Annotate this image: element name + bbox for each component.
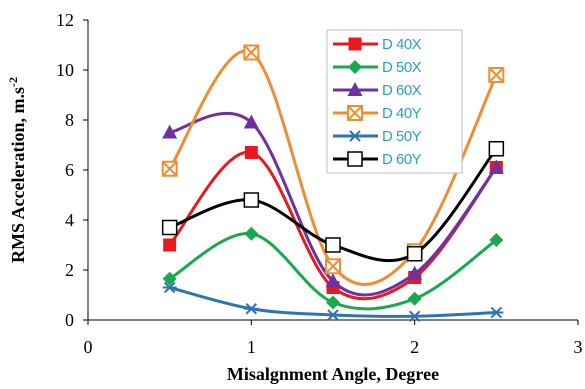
legend-swatch-marker bbox=[347, 105, 363, 121]
data-point bbox=[488, 159, 504, 174]
data-point bbox=[244, 226, 259, 241]
data-point bbox=[407, 310, 422, 322]
legend-swatch-marker bbox=[347, 82, 363, 96]
data-point bbox=[243, 44, 260, 61]
data-point bbox=[163, 238, 177, 252]
legend-label: D 40Y bbox=[382, 105, 422, 122]
legend: D 40X D 50X D 60X D 40Y D 50Y D 60Y bbox=[326, 29, 463, 174]
x-tick-label: 2 bbox=[410, 337, 419, 357]
y-axis-title: RMS Acceleration, m.s-2 bbox=[6, 77, 28, 263]
x-ticks: 0 1 2 3 bbox=[84, 320, 583, 357]
series-layer bbox=[161, 44, 505, 322]
data-point bbox=[407, 291, 422, 306]
y-tick-label: 2 bbox=[65, 260, 74, 280]
legend-item: D 40X bbox=[333, 36, 422, 53]
x-tick-label: 0 bbox=[84, 337, 93, 357]
data-point bbox=[489, 233, 504, 247]
data-point bbox=[325, 237, 341, 253]
legend-swatch-marker bbox=[348, 130, 362, 142]
data-point bbox=[406, 246, 423, 262]
legend-swatch-marker bbox=[348, 37, 362, 51]
legend-item: D 40Y bbox=[333, 105, 422, 122]
data-point bbox=[489, 306, 504, 319]
data-point bbox=[161, 219, 178, 236]
data-point bbox=[488, 67, 505, 83]
y-tick-label: 4 bbox=[65, 210, 74, 230]
y-axis-title-main: RMS Acceleration, m.s bbox=[8, 87, 28, 263]
series-d-40y bbox=[161, 44, 505, 286]
legend-item: D 60Y bbox=[333, 151, 422, 168]
y-axis-title-superscript: -2 bbox=[6, 77, 20, 87]
legend-label: D 60Y bbox=[382, 151, 422, 168]
data-point bbox=[161, 160, 178, 177]
data-point bbox=[162, 281, 177, 294]
data-point bbox=[162, 124, 178, 139]
series-d-50x bbox=[162, 226, 504, 311]
data-point bbox=[162, 271, 177, 286]
x-axis-title: Misalgnment Angle, Degree bbox=[227, 364, 439, 384]
legend-swatch-marker bbox=[348, 60, 362, 74]
legend-items: D 40X D 50X D 60X D 40Y D 50Y D 60Y bbox=[333, 36, 422, 168]
data-point bbox=[326, 309, 340, 321]
data-point bbox=[244, 303, 259, 315]
data-point bbox=[325, 273, 341, 288]
legend-item: D 50X bbox=[333, 59, 422, 76]
y-tick-label: 12 bbox=[56, 10, 74, 30]
x-tick-label: 3 bbox=[574, 337, 583, 357]
data-point bbox=[243, 192, 260, 208]
data-point bbox=[488, 141, 505, 157]
x-tick-label: 1 bbox=[247, 337, 256, 357]
y-tick-label: 10 bbox=[56, 60, 74, 80]
legend-item: D 50Y bbox=[333, 128, 422, 145]
data-point bbox=[325, 258, 341, 275]
y-tick-label: 8 bbox=[65, 110, 74, 130]
legend-label: D 50Y bbox=[382, 128, 422, 145]
series-d-60x bbox=[162, 111, 504, 297]
legend-label: D 40X bbox=[382, 36, 422, 53]
legend-item: D 60X bbox=[333, 82, 422, 99]
series-d-50y bbox=[162, 281, 504, 322]
legend-swatch-marker bbox=[347, 151, 363, 167]
y-tick-label: 6 bbox=[65, 160, 74, 180]
legend-box bbox=[326, 29, 463, 174]
data-point bbox=[407, 265, 423, 280]
legend-label: D 60X bbox=[382, 82, 422, 99]
legend-label: D 50X bbox=[382, 59, 422, 76]
series-d-60y bbox=[161, 141, 505, 263]
y-ticks: 0 2 4 6 8 10 12 bbox=[56, 10, 88, 330]
data-point bbox=[326, 295, 340, 310]
data-point bbox=[244, 146, 258, 159]
data-point bbox=[243, 114, 259, 129]
y-tick-label: 0 bbox=[65, 310, 74, 330]
